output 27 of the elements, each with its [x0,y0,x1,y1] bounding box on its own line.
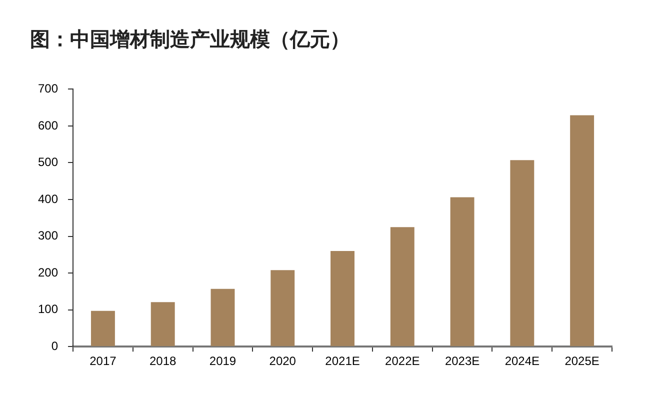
bar [150,302,175,346]
x-tick-label: 2025E [564,354,600,368]
chart-title: 图：中国增材制造产业规模（亿元） [29,28,351,53]
bar [90,310,115,346]
bar [330,250,354,346]
y-tick-label: 600 [38,118,58,132]
bar [390,227,414,346]
y-tick-label: 200 [38,265,58,280]
bar [210,288,235,346]
y-tick-label: 0 [51,338,58,353]
bar [450,197,474,346]
x-tick-label: 2024E [504,354,540,368]
y-tick-label: 500 [38,155,58,170]
y-tick-label: 100 [38,302,58,316]
x-tick-label: 2021E [325,354,360,368]
y-tick-label: 700 [38,82,58,96]
x-tick-label: 2022E [385,354,420,368]
x-tick-label: 2023E [444,354,480,368]
x-tick-label: 2020 [269,354,296,368]
x-tick-label: 2018 [150,354,177,368]
x-tick-label: 2019 [209,354,236,368]
y-tick-label: 300 [38,228,58,243]
x-tick-label: 2017 [90,354,117,368]
bar [270,270,295,346]
bar [510,160,534,346]
y-tick-label: 400 [38,192,58,206]
bar [570,115,594,346]
